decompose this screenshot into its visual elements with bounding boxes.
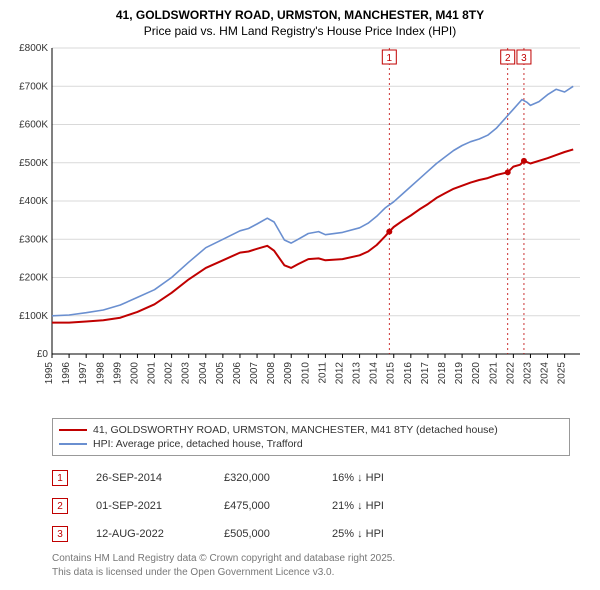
sale-diff: 21% ↓ HPI [332,500,432,512]
svg-text:2011: 2011 [317,362,328,384]
svg-text:2017: 2017 [420,362,431,385]
svg-text:1998: 1998 [95,362,106,385]
svg-text:2015: 2015 [386,362,397,385]
sale-price: £320,000 [224,472,304,484]
legend-swatch [59,443,87,445]
chart-container: £0 £100K £200K £300K £400K £500K £600K £700K £80… [8,42,592,412]
svg-text:2019: 2019 [454,362,465,385]
svg-text:1: 1 [387,53,393,64]
svg-text:2000: 2000 [129,362,140,385]
sale-price: £475,000 [224,500,304,512]
svg-text:2018: 2018 [437,362,448,385]
footer-line-2: This data is licensed under the Open Gov… [52,566,592,580]
svg-text:£400K: £400K [19,196,48,207]
svg-text:£600K: £600K [19,120,48,131]
sale-price: £505,000 [224,528,304,540]
svg-text:2012: 2012 [334,362,345,385]
svg-text:2003: 2003 [181,362,192,385]
svg-text:2009: 2009 [283,362,294,385]
svg-text:2022: 2022 [505,362,516,385]
svg-text:1997: 1997 [78,362,89,385]
svg-text:2020: 2020 [471,362,482,385]
svg-text:£200K: £200K [19,273,48,284]
sale-row: 1 26-SEP-2014 £320,000 16% ↓ HPI [52,464,592,492]
sale-badge: 1 [52,470,68,486]
svg-text:2016: 2016 [403,362,414,385]
legend-label: 41, GOLDSWORTHY ROAD, URMSTON, MANCHESTE… [93,424,498,436]
legend-item: HPI: Average price, detached house, Traf… [59,437,563,451]
svg-text:2023: 2023 [522,362,533,385]
legend-label: HPI: Average price, detached house, Traf… [93,438,303,450]
svg-text:2010: 2010 [300,362,311,385]
chart-title-block: 41, GOLDSWORTHY ROAD, URMSTON, MANCHESTE… [8,8,592,38]
legend-item: 41, GOLDSWORTHY ROAD, URMSTON, MANCHESTE… [59,423,563,437]
svg-text:2005: 2005 [215,362,226,385]
svg-text:2002: 2002 [164,362,175,385]
title-subtitle: Price paid vs. HM Land Registry's House … [8,24,592,38]
svg-text:£0: £0 [37,349,49,360]
sale-badge: 3 [52,526,68,542]
svg-text:2004: 2004 [198,362,209,385]
footer-line-1: Contains HM Land Registry data © Crown c… [52,552,592,566]
footer-attribution: Contains HM Land Registry data © Crown c… [52,552,592,579]
svg-text:£500K: £500K [19,158,48,169]
sale-row: 2 01-SEP-2021 £475,000 21% ↓ HPI [52,492,592,520]
svg-text:£700K: £700K [19,81,48,92]
sale-diff: 25% ↓ HPI [332,528,432,540]
svg-text:1996: 1996 [61,362,72,385]
svg-text:2001: 2001 [147,362,158,385]
legend: 41, GOLDSWORTHY ROAD, URMSTON, MANCHESTE… [52,418,570,456]
svg-text:2007: 2007 [249,362,260,385]
sale-date: 01-SEP-2021 [96,500,196,512]
line-chart: £0 £100K £200K £300K £400K £500K £600K £700K £80… [8,42,592,412]
svg-text:2024: 2024 [540,362,551,385]
svg-text:£300K: £300K [19,234,48,245]
title-address: 41, GOLDSWORTHY ROAD, URMSTON, MANCHESTE… [8,8,592,22]
svg-text:2006: 2006 [232,362,243,385]
svg-text:3: 3 [521,53,527,64]
svg-text:£800K: £800K [19,43,48,54]
sale-row: 3 12-AUG-2022 £505,000 25% ↓ HPI [52,520,592,548]
svg-text:2014: 2014 [369,362,380,385]
svg-text:£100K: £100K [19,311,48,322]
sale-date: 12-AUG-2022 [96,528,196,540]
svg-text:2025: 2025 [557,362,568,385]
svg-text:1995: 1995 [44,362,55,385]
sale-diff: 16% ↓ HPI [332,472,432,484]
sales-table: 1 26-SEP-2014 £320,000 16% ↓ HPI 2 01-SEP-202… [52,464,592,548]
svg-text:2: 2 [505,53,511,64]
sale-badge: 2 [52,498,68,514]
sale-date: 26-SEP-2014 [96,472,196,484]
svg-text:2008: 2008 [266,362,277,385]
legend-swatch [59,429,87,431]
svg-text:2013: 2013 [352,362,363,385]
svg-text:2021: 2021 [488,362,499,385]
svg-text:1999: 1999 [112,362,123,385]
